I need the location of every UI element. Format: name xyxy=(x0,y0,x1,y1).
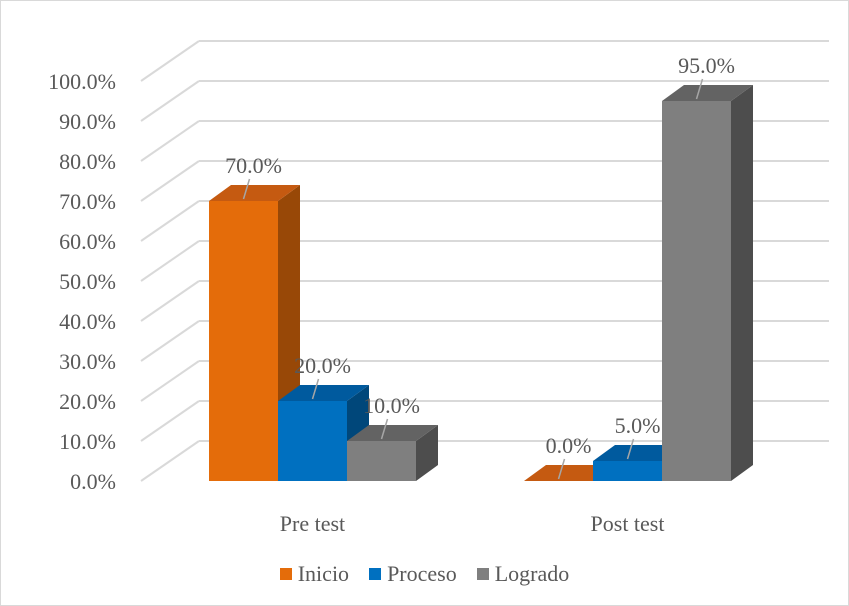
x-category-label: Post test xyxy=(591,511,665,536)
data-label-leader xyxy=(626,438,635,460)
legend-label: Proceso xyxy=(387,561,457,586)
data-label-leader xyxy=(311,378,320,400)
bar xyxy=(662,101,731,481)
bar xyxy=(347,441,416,481)
bar-top xyxy=(524,465,615,481)
data-label-leader xyxy=(695,78,704,100)
y-tick-label: 100.0% xyxy=(48,69,116,94)
legend-swatch xyxy=(369,568,382,580)
gridline-side xyxy=(140,120,200,162)
data-label: 0.0% xyxy=(546,433,592,458)
data-label-leader xyxy=(557,458,566,480)
legend-item: Inicio xyxy=(279,561,350,587)
legend-swatch xyxy=(279,568,292,580)
bar-side xyxy=(416,425,438,481)
y-tick-label: 80.0% xyxy=(59,149,116,174)
bar-chart-3d: 0.0% 10.0% 20.0% 30.0% 40.0% 50.0% 60.0% 70.0% 8… xyxy=(48,40,829,536)
y-tick-label: 20.0% xyxy=(59,389,116,414)
y-tick-label: 30.0% xyxy=(59,349,116,374)
data-label: 20.0% xyxy=(294,353,351,378)
gridline-side xyxy=(140,40,200,82)
y-tick-label: 50.0% xyxy=(59,269,116,294)
bar-top xyxy=(662,85,753,101)
gridline-side xyxy=(140,440,200,482)
gridline-side xyxy=(140,400,200,442)
data-label: 95.0% xyxy=(678,53,735,78)
legend-swatch xyxy=(476,568,489,580)
gridline-side xyxy=(140,80,200,122)
data-label-leader xyxy=(242,178,251,200)
data-label-leader xyxy=(380,418,389,440)
legend-label: Logrado xyxy=(494,561,570,586)
bar-top xyxy=(593,445,684,461)
gridline-side xyxy=(140,320,200,362)
y-tick-label: 40.0% xyxy=(59,309,116,334)
bar-side xyxy=(731,85,753,481)
bar xyxy=(278,401,347,481)
bar xyxy=(209,201,278,481)
y-tick-label: 90.0% xyxy=(59,109,116,134)
y-tick-label: 70.0% xyxy=(59,189,116,214)
bar-top xyxy=(278,385,369,401)
y-tick-label: 0.0% xyxy=(70,469,116,494)
x-category-label: Pre test xyxy=(280,511,345,536)
data-label: 70.0% xyxy=(225,153,282,178)
bar-top xyxy=(209,185,300,201)
legend-item: Logrado xyxy=(476,561,570,587)
legend-item: Proceso xyxy=(369,561,457,587)
data-label: 5.0% xyxy=(615,413,661,438)
gridline-side xyxy=(140,200,200,242)
gridline-side xyxy=(140,280,200,322)
legend-label: Inicio xyxy=(297,561,350,586)
gridline-side xyxy=(140,240,200,282)
data-label: 10.0% xyxy=(363,393,420,418)
bar xyxy=(593,461,662,481)
gridline-side xyxy=(140,160,200,202)
bar-top xyxy=(347,425,438,441)
gridline-side xyxy=(140,360,200,402)
y-tick-label: 60.0% xyxy=(59,229,116,254)
legend: Inicio Proceso Logrado xyxy=(1,561,848,587)
y-tick-label: 10.0% xyxy=(59,429,116,454)
